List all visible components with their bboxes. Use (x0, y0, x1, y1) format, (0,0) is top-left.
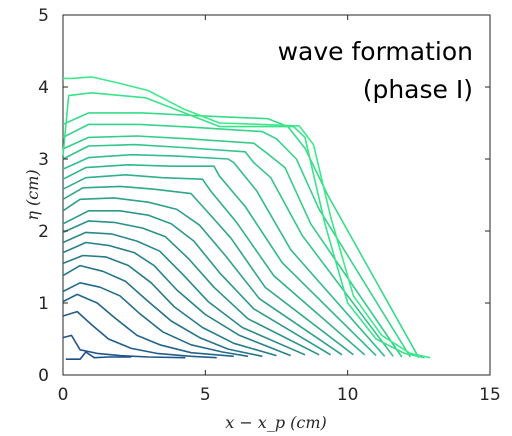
y-tick-label: 4 (38, 78, 49, 98)
profile-line-6 (62, 264, 263, 358)
profile-line-15 (62, 164, 377, 357)
y-tick-label: 1 (38, 294, 49, 314)
series-layer (62, 76, 431, 361)
y-tick-label: 5 (38, 6, 49, 26)
profile-line-18 (62, 135, 403, 358)
profile-line-1 (65, 351, 132, 361)
y-tick-label: 0 (38, 366, 49, 386)
profile-line-19 (62, 123, 411, 358)
profile-line-12 (62, 197, 343, 356)
profile-line-22 (63, 76, 431, 359)
profile-line-8 (62, 241, 291, 357)
y-axis-label: η (cm) (23, 169, 42, 220)
label-layer: 0 5 10 15 0 1 2 3 4 5 (38, 6, 501, 405)
profile-line-14 (62, 174, 366, 356)
profile-line-13 (62, 185, 354, 356)
profile-line-4 (62, 293, 234, 358)
profile-line-3 (62, 310, 217, 359)
profile-line-7 (62, 254, 277, 357)
profile-line-21 (62, 92, 425, 359)
profile-line-2 (62, 334, 186, 359)
profile-line-5 (62, 281, 249, 358)
profile-line-11 (62, 210, 332, 356)
x-tick-label: 10 (337, 385, 359, 405)
profile-line-17 (62, 143, 394, 357)
tick-layer (62, 14, 491, 376)
x-axis-label: x − x_p (cm) (225, 413, 327, 432)
profile-line-16 (62, 153, 386, 357)
profile-line-20 (62, 112, 420, 359)
x-tick-label: 0 (58, 385, 69, 405)
annotation-line-1: wave formation (278, 37, 473, 66)
y-tick-label: 3 (38, 150, 49, 170)
y-tick-label: 2 (38, 222, 49, 242)
plot-area-frame (62, 14, 491, 376)
profile-line-10 (62, 220, 320, 356)
annotation-line-2: (phase I) (363, 75, 473, 104)
profile-line-9 (62, 231, 306, 356)
x-tick-label: 5 (200, 385, 211, 405)
x-tick-label: 15 (479, 385, 501, 405)
